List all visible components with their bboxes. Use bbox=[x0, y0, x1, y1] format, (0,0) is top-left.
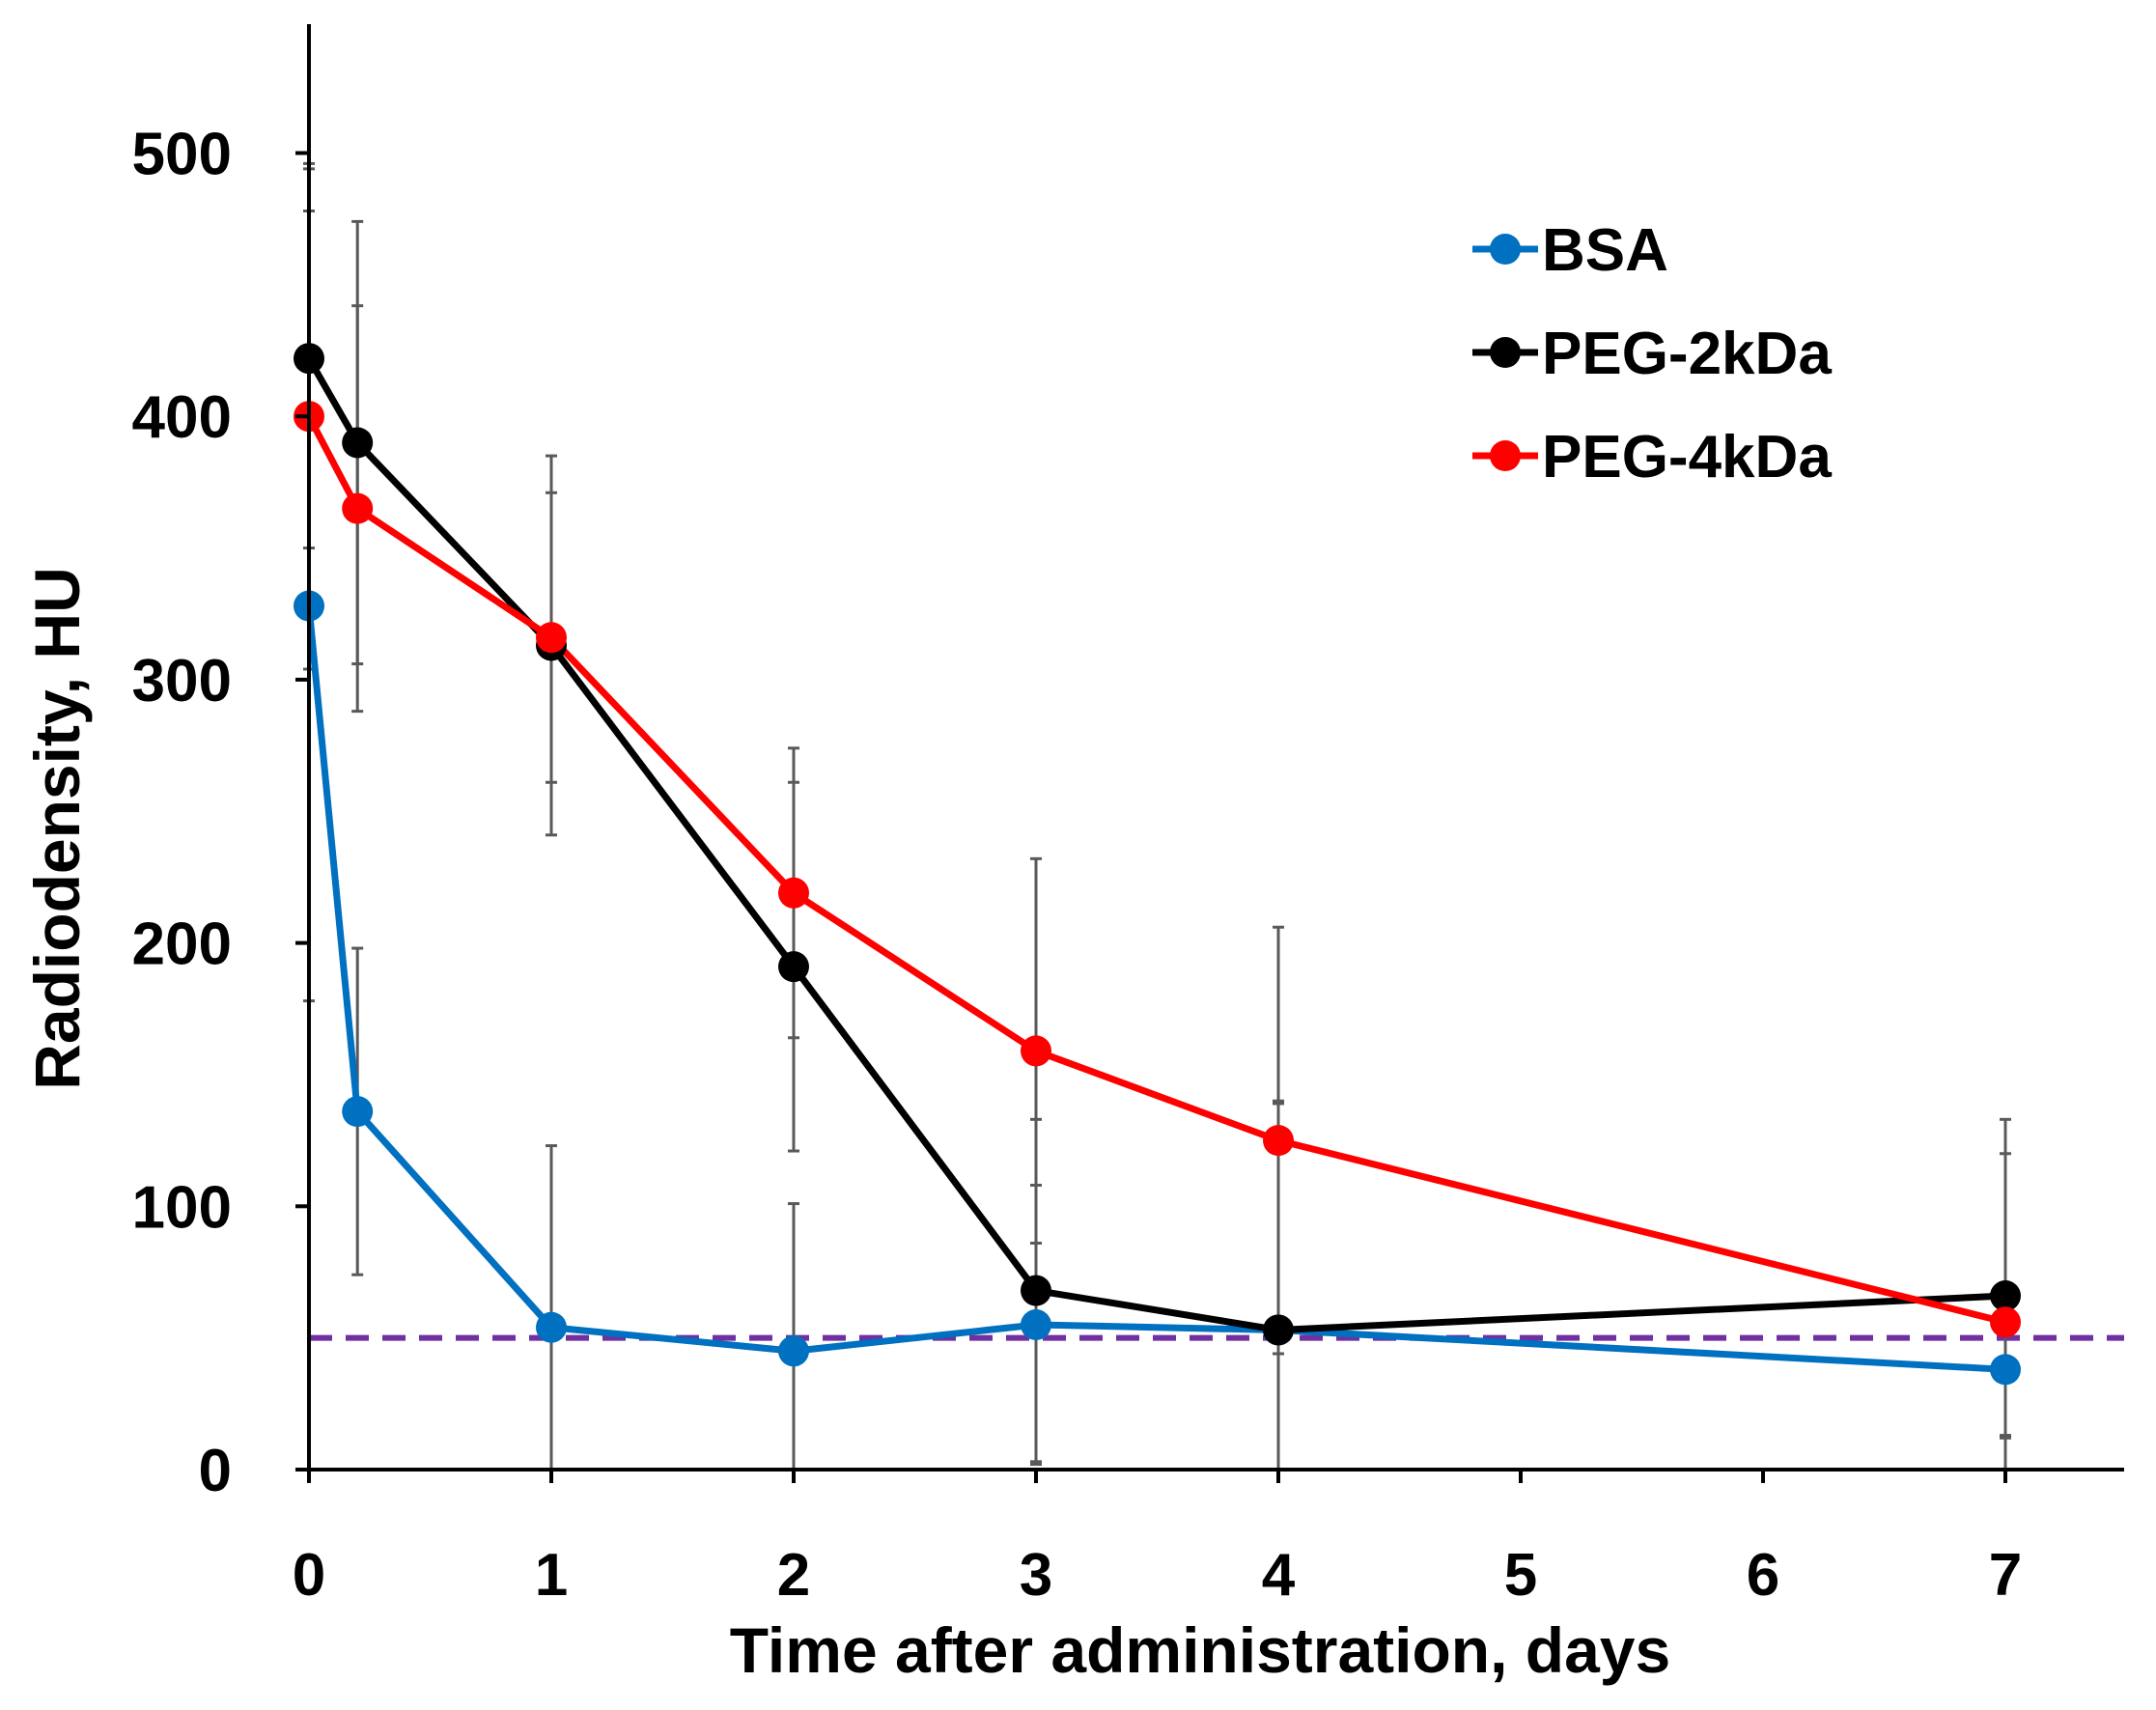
point-peg-4kda-4 bbox=[1021, 1035, 1051, 1067]
point-peg-4kda-1 bbox=[342, 492, 374, 524]
x-tick-label-7: 7 bbox=[1989, 1542, 2022, 1609]
y-tick-label-200: 200 bbox=[132, 911, 232, 978]
point-bsa-4 bbox=[1021, 1309, 1051, 1341]
legend: BSA PEG-2kDa PEG-4kDa bbox=[1472, 217, 1832, 491]
point-peg-4kda-6 bbox=[1990, 1306, 2021, 1338]
point-peg-4kda-5 bbox=[1263, 1125, 1294, 1157]
legend-marker-peg-4kda bbox=[1490, 440, 1521, 471]
series-line-peg-4kda bbox=[305, 414, 2006, 1326]
x-tick-label-1: 1 bbox=[535, 1542, 568, 1609]
x-tick-label-0: 0 bbox=[293, 1542, 325, 1609]
point-peg-4kda-2 bbox=[536, 622, 567, 654]
series-line-bsa bbox=[305, 605, 2006, 1373]
x-tick-label-6: 6 bbox=[1747, 1542, 1779, 1609]
tick-labels: 0 100 200 300 400 500 0 1 2 3 4 5 6 7 bbox=[132, 122, 2023, 1610]
y-tick-label-0: 0 bbox=[199, 1438, 232, 1504]
point-bsa-3 bbox=[778, 1335, 809, 1367]
y-tick-label-500: 500 bbox=[132, 122, 232, 188]
point-peg-2kda-5 bbox=[1263, 1314, 1294, 1346]
x-axis-title: Time after administration, days bbox=[730, 1614, 1670, 1686]
y-tick-label-400: 400 bbox=[132, 384, 232, 451]
point-peg-2kda-3 bbox=[778, 951, 809, 983]
y-tick-label-100: 100 bbox=[132, 1174, 232, 1241]
legend-label-peg-4kda: PEG-4kDa bbox=[1542, 424, 1832, 491]
series-line-peg-2kda bbox=[305, 356, 2006, 1333]
legend-label-peg-2kda: PEG-2kDa bbox=[1542, 321, 1832, 387]
point-bsa-1 bbox=[342, 1096, 374, 1128]
point-peg-4kda-3 bbox=[778, 877, 809, 909]
x-tick-label-2: 2 bbox=[777, 1542, 810, 1609]
x-tick-label-5: 5 bbox=[1504, 1542, 1537, 1609]
axes bbox=[295, 24, 2124, 1483]
x-tick-label-4: 4 bbox=[1262, 1542, 1296, 1609]
legend-label-bsa: BSA bbox=[1542, 217, 1668, 284]
legend-marker-peg-2kda bbox=[1490, 337, 1521, 368]
marker-layer bbox=[294, 343, 2021, 1386]
point-bsa-6 bbox=[1990, 1354, 2021, 1386]
x-tick-label-3: 3 bbox=[1020, 1542, 1052, 1609]
point-bsa-2 bbox=[536, 1311, 567, 1343]
point-peg-2kda-6 bbox=[1990, 1280, 2021, 1312]
point-peg-2kda-1 bbox=[342, 427, 374, 459]
point-peg-2kda-4 bbox=[1021, 1275, 1051, 1306]
series-line-layer bbox=[305, 356, 2006, 1373]
y-axis-title: Radiodensity, HU bbox=[21, 567, 93, 1090]
legend-marker-bsa bbox=[1490, 234, 1521, 265]
y-tick-label-300: 300 bbox=[132, 648, 232, 715]
